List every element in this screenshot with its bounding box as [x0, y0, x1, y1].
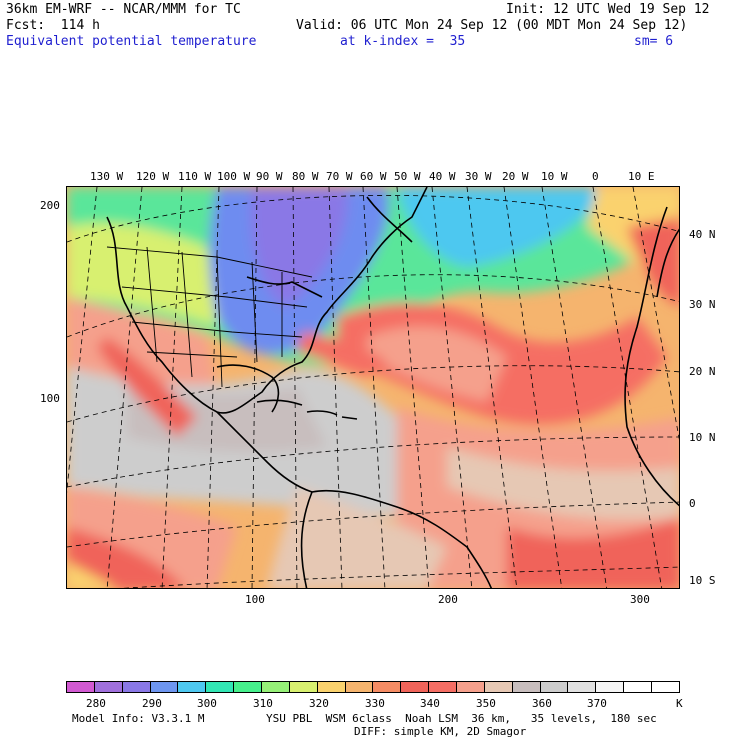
color-bar	[66, 681, 680, 693]
x-grid-label: 200	[438, 593, 458, 606]
lon-label: 80 W	[292, 170, 319, 183]
lon-label: 50 W	[394, 170, 421, 183]
graticule	[67, 187, 679, 588]
colorbar-swatch	[94, 682, 123, 692]
init-time: Init: 12 UTC Wed 19 Sep 12	[506, 2, 710, 17]
lat-label: 20 N	[689, 365, 716, 378]
state-boundaries	[106, 246, 313, 388]
colorbar-label: 290	[142, 697, 162, 710]
colorbar-label: 370	[587, 697, 607, 710]
diffusion-info: DIFF: simple KM, 2D Smagor	[354, 725, 527, 738]
level-label: at k-index = 35	[340, 34, 466, 49]
colorbar-swatch	[150, 682, 179, 692]
colorbar-label: 360	[532, 697, 552, 710]
colorbar-swatch	[540, 682, 569, 692]
lon-label: 120 W	[136, 170, 170, 183]
field-name: Equivalent potential temperature	[6, 34, 257, 49]
colorbar-swatch	[345, 682, 374, 692]
colorbar-swatch	[429, 682, 458, 692]
lon-label: 0	[592, 170, 599, 183]
lon-label: 70 W	[326, 170, 353, 183]
colorbar-unit: K	[676, 697, 683, 710]
colorbar-swatch	[178, 682, 207, 692]
colorbar-swatch	[624, 682, 653, 692]
x-grid-label: 300	[630, 593, 650, 606]
colorbar-swatch	[373, 682, 402, 692]
colorbar-swatch	[512, 682, 541, 692]
colorbar-swatch	[457, 682, 485, 692]
lat-label: 10 N	[689, 431, 716, 444]
colorbar-swatch	[67, 682, 95, 692]
colorbar-label: 350	[476, 697, 496, 710]
lon-label: 40 W	[429, 170, 456, 183]
colorbar-swatch	[122, 682, 151, 692]
colorbar-swatch	[317, 682, 346, 692]
lon-label: 100 W	[217, 170, 251, 183]
colorbar-label: 280	[86, 697, 106, 710]
y-grid-label: 100	[40, 392, 60, 405]
lat-label: 30 N	[689, 298, 716, 311]
colorbar-label: 300	[197, 697, 217, 710]
lat-label: 0	[689, 497, 696, 510]
model-title: 36km EM-WRF -- NCAR/MMM for TC	[6, 2, 241, 17]
colorbar-label: 320	[309, 697, 329, 710]
colorbar-label: 330	[365, 697, 385, 710]
valid-time: Valid: 06 UTC Mon 24 Sep 12 (00 MDT Mon …	[296, 18, 688, 33]
colorbar-swatch	[568, 682, 597, 692]
lon-label: 130 W	[90, 170, 124, 183]
lon-label: 10 E	[628, 170, 655, 183]
coastlines	[106, 187, 679, 588]
lat-label: 10 S	[689, 574, 716, 587]
x-grid-label: 100	[245, 593, 265, 606]
lon-label: 110 W	[178, 170, 212, 183]
theta-e-field	[67, 187, 679, 588]
colorbar-swatch	[401, 682, 430, 692]
lon-label: 20 W	[502, 170, 529, 183]
colorbar-label: 310	[253, 697, 273, 710]
colorbar-swatch	[206, 682, 235, 692]
physics-info: YSU PBL WSM 6class Noah LSM 36 km, 35 le…	[266, 712, 657, 725]
colorbar-label: 340	[420, 697, 440, 710]
lon-label: 60 W	[360, 170, 387, 183]
colorbar-swatch	[652, 682, 679, 692]
smoothing-label: sm= 6	[634, 34, 674, 49]
lon-label: 30 W	[465, 170, 492, 183]
lon-label: 90 W	[256, 170, 283, 183]
colorbar-swatch	[234, 682, 263, 692]
lat-label: 40 N	[689, 228, 716, 241]
y-grid-label: 200	[40, 199, 60, 212]
lon-label: 10 W	[541, 170, 568, 183]
colorbar-swatch	[289, 682, 318, 692]
map-panel	[66, 186, 680, 589]
colorbar-swatch	[484, 682, 513, 692]
model-info: Model Info: V3.3.1 M	[72, 712, 205, 725]
colorbar-swatch	[262, 682, 290, 692]
colorbar-swatch	[596, 682, 625, 692]
forecast-hour: Fcst: 114 h	[6, 18, 100, 33]
